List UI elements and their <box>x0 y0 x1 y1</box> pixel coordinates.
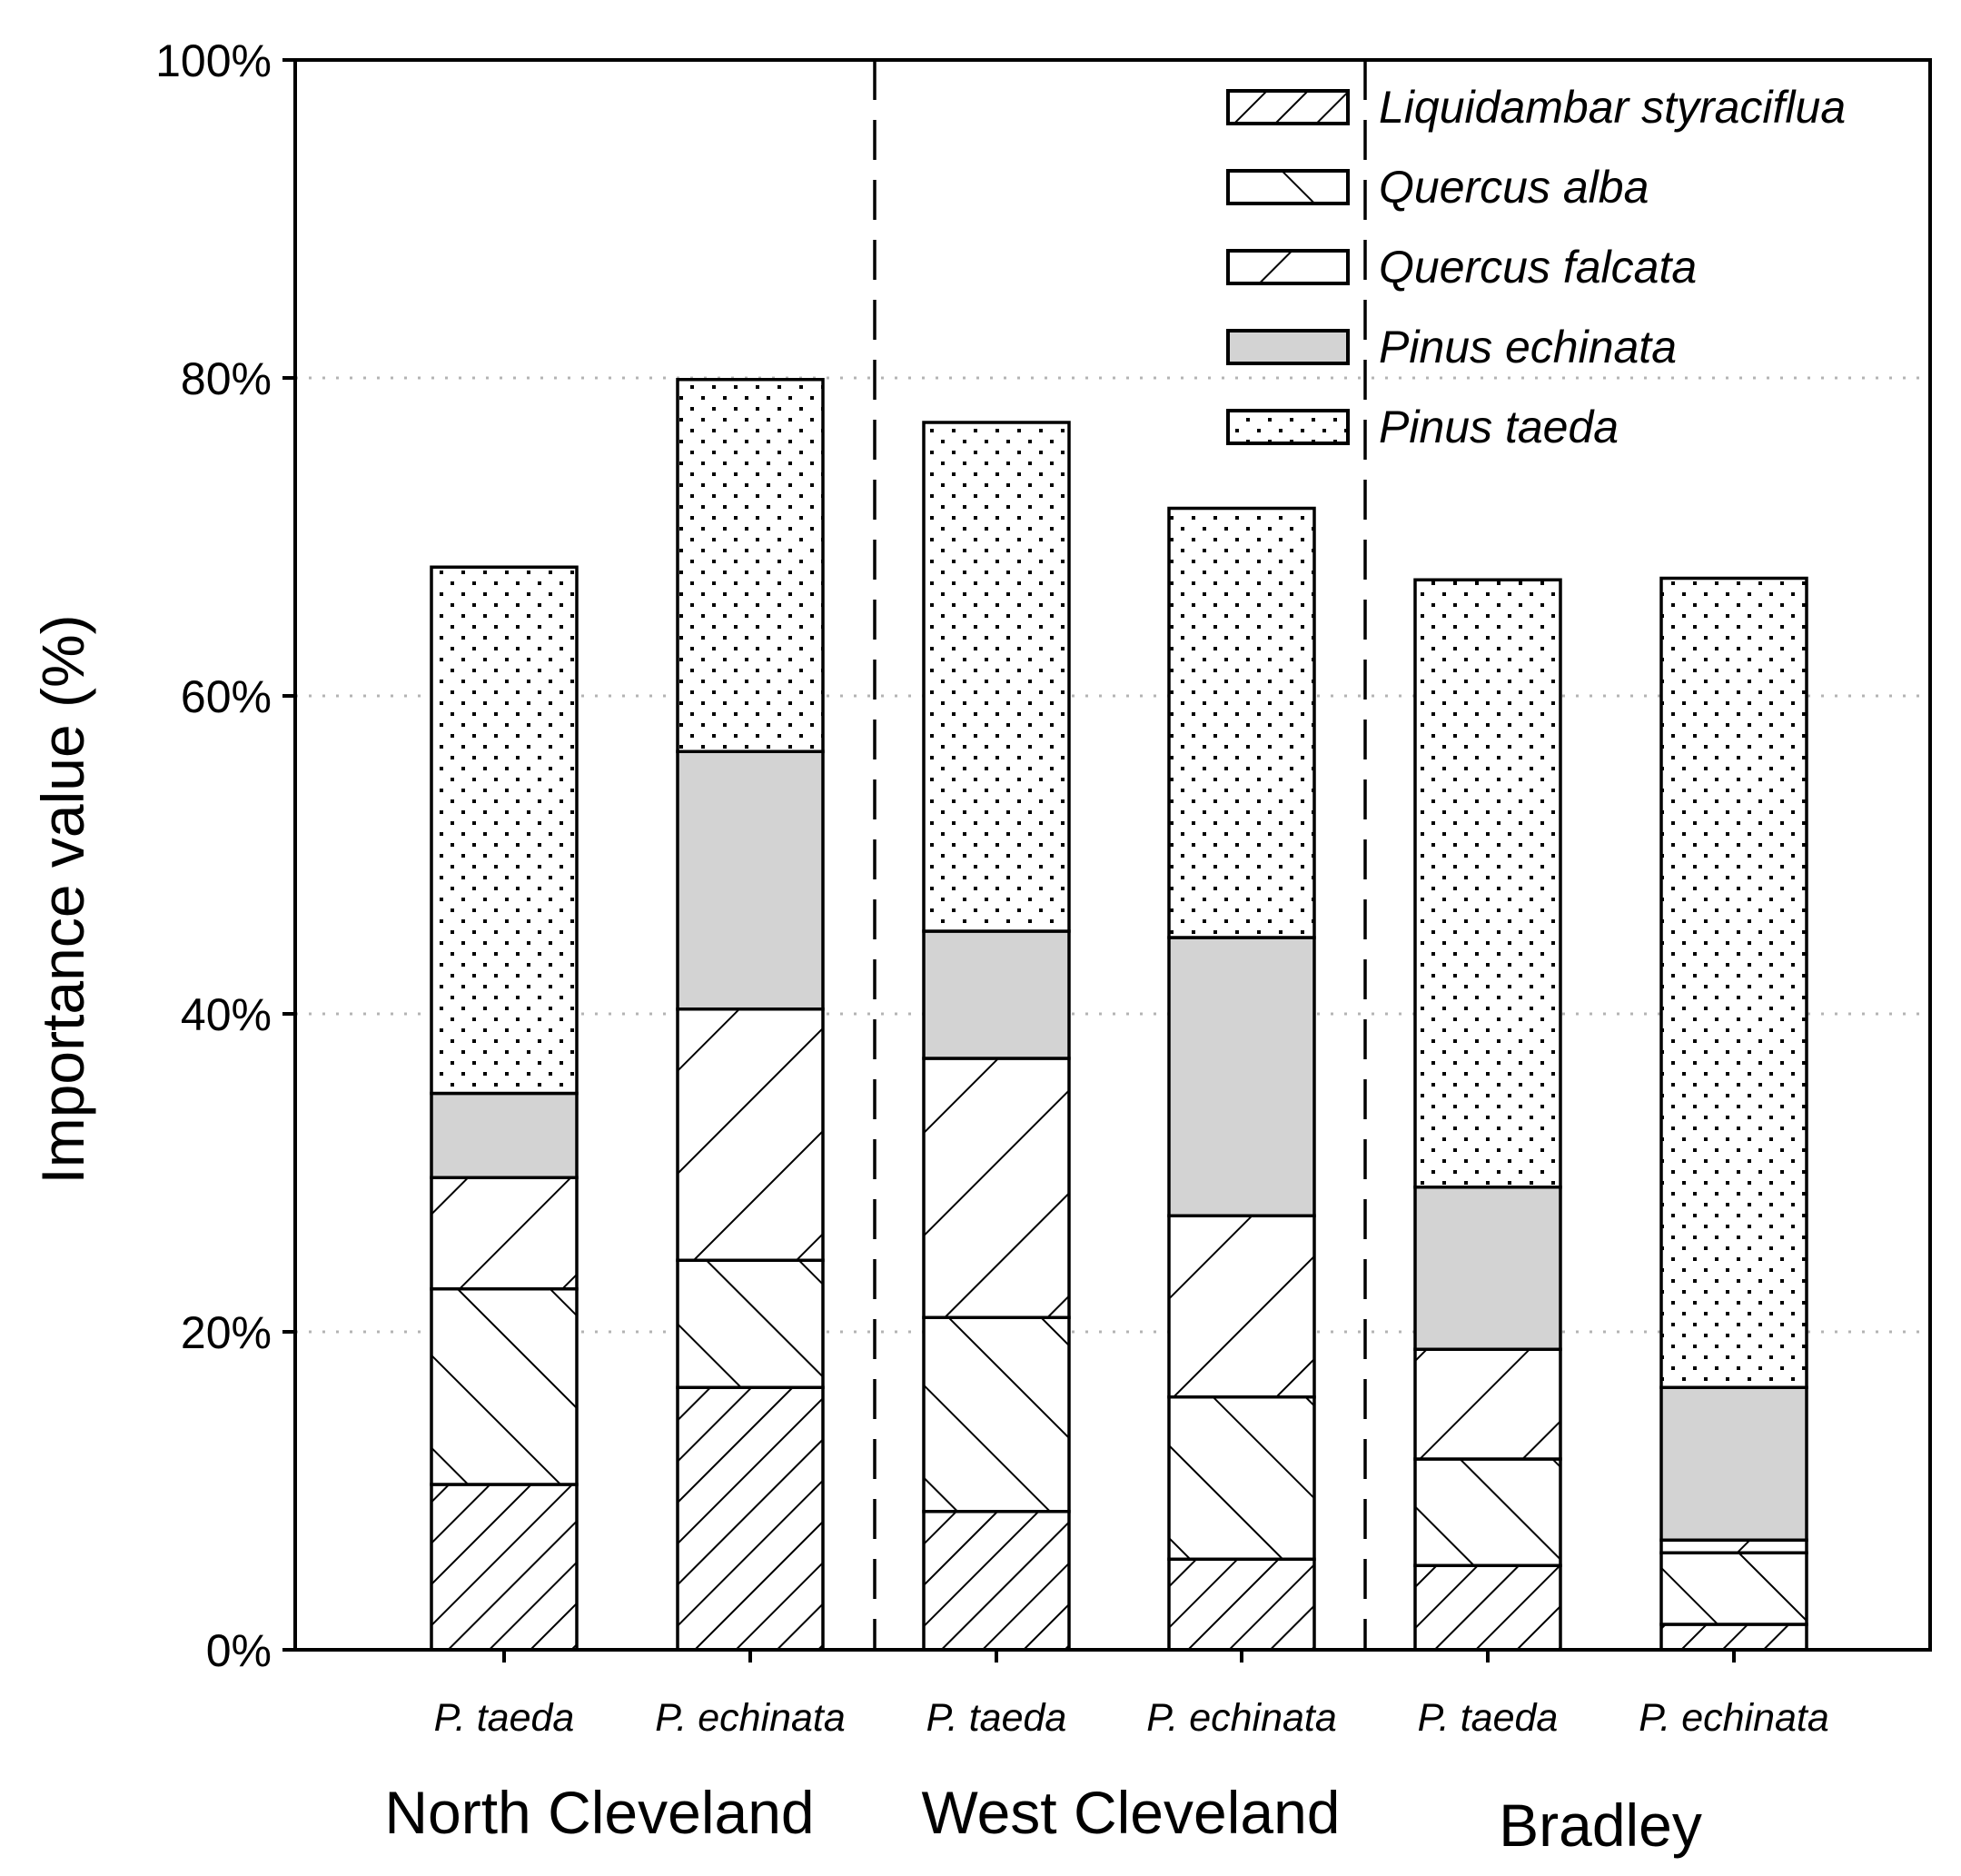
bar-segment-pinus-taeda <box>1413 578 1562 1189</box>
legend-swatch-liquidambar-styraciflua <box>1226 89 1350 125</box>
bar-segment-liquidambar-styraciflua <box>430 1483 579 1652</box>
bar-segment-quercus-alba <box>1167 1395 1316 1561</box>
y-tick-label: 20% <box>181 1307 272 1358</box>
bar-segment-liquidambar-styraciflua <box>922 1510 1071 1652</box>
legend: Liquidambar styraciflua Quercus alba Querc… <box>1226 82 1846 452</box>
y-tick-label: 100% <box>155 35 272 86</box>
group-label-west-cleveland: West Cleveland <box>921 1779 1340 1846</box>
group-label-bradley: Bradley <box>1499 1792 1702 1859</box>
bar-segment-pinus-echinata <box>1167 936 1316 1217</box>
x-axis-ticks: P. taeda P. echinata P. taeda P. echinata P.… <box>384 1650 1829 1859</box>
group-label-north-cleveland: North Cleveland <box>384 1779 814 1846</box>
bar-segment-quercus-falcata <box>1167 1214 1316 1399</box>
bar-segment-quercus-alba <box>430 1287 579 1486</box>
bar-segment-liquidambar-styraciflua <box>1659 1623 1808 1652</box>
plot-frame <box>293 58 1932 1652</box>
bars <box>430 378 1808 1652</box>
y-tick-label: 80% <box>181 353 272 404</box>
legend-label-quercus-falcata: Quercus falcata <box>1379 242 1697 293</box>
bar-segment-quercus-falcata <box>1659 1538 1808 1554</box>
y-axis-ticks: 0% 20% 40% 60% 80% 100% <box>155 35 295 1676</box>
bar-segment-quercus-falcata <box>1413 1347 1562 1461</box>
bar-segment-pinus-echinata <box>1659 1385 1808 1542</box>
bar-segment-pinus-echinata <box>922 929 1071 1060</box>
legend-swatch-quercus-falcata <box>1226 249 1350 285</box>
bar-segment-pinus-taeda <box>1659 576 1808 1389</box>
bar-segment-liquidambar-styraciflua <box>676 1385 825 1652</box>
bar-segment-quercus-alba <box>1413 1457 1562 1567</box>
bar-segment-quercus-alba <box>922 1315 1071 1514</box>
y-tick-label: 60% <box>181 671 272 722</box>
bar-segment-pinus-taeda <box>430 565 579 1096</box>
x-tick-label: P. taeda <box>434 1696 575 1740</box>
legend-swatch-pinus-taeda <box>1226 409 1350 445</box>
legend-swatch-pinus-echinata <box>1226 329 1350 365</box>
x-tick-label: P. echinata <box>1146 1696 1337 1740</box>
bar-segment-quercus-falcata <box>922 1057 1071 1319</box>
x-tick-label: P. echinata <box>655 1696 846 1740</box>
y-tick-label: 0% <box>206 1625 272 1676</box>
y-tick-label: 40% <box>181 989 272 1040</box>
bar-segment-pinus-taeda <box>922 421 1071 933</box>
bar-segment-liquidambar-styraciflua <box>1413 1563 1562 1652</box>
legend-swatch-quercus-alba <box>1226 169 1350 205</box>
bar-segment-pinus-echinata <box>676 749 825 1011</box>
legend-label-pinus-taeda: Pinus taeda <box>1379 402 1619 452</box>
bar-segment-quercus-alba <box>1659 1551 1808 1626</box>
bar-segment-quercus-falcata <box>676 1007 825 1262</box>
legend-label-pinus-echinata: Pinus echinata <box>1379 322 1677 372</box>
x-tick-label: P. taeda <box>926 1696 1067 1740</box>
group-separators <box>873 60 1367 1650</box>
bar-segment-pinus-taeda <box>676 378 825 753</box>
bar-segment-pinus-taeda <box>1167 506 1316 939</box>
bar-segment-pinus-echinata <box>1413 1186 1562 1351</box>
legend-label-quercus-alba: Quercus alba <box>1379 162 1649 213</box>
x-tick-label: P. echinata <box>1639 1696 1829 1740</box>
y-axis-title: Importance value (%) <box>29 614 96 1184</box>
legend-label-liquidambar-styraciflua: Liquidambar styraciflua <box>1379 82 1846 133</box>
bar-segment-quercus-falcata <box>430 1176 579 1291</box>
x-tick-label: P. taeda <box>1418 1696 1559 1740</box>
bar-segment-quercus-alba <box>676 1258 825 1389</box>
bar-segment-pinus-echinata <box>430 1091 579 1179</box>
bar-segment-liquidambar-styraciflua <box>1167 1557 1316 1652</box>
